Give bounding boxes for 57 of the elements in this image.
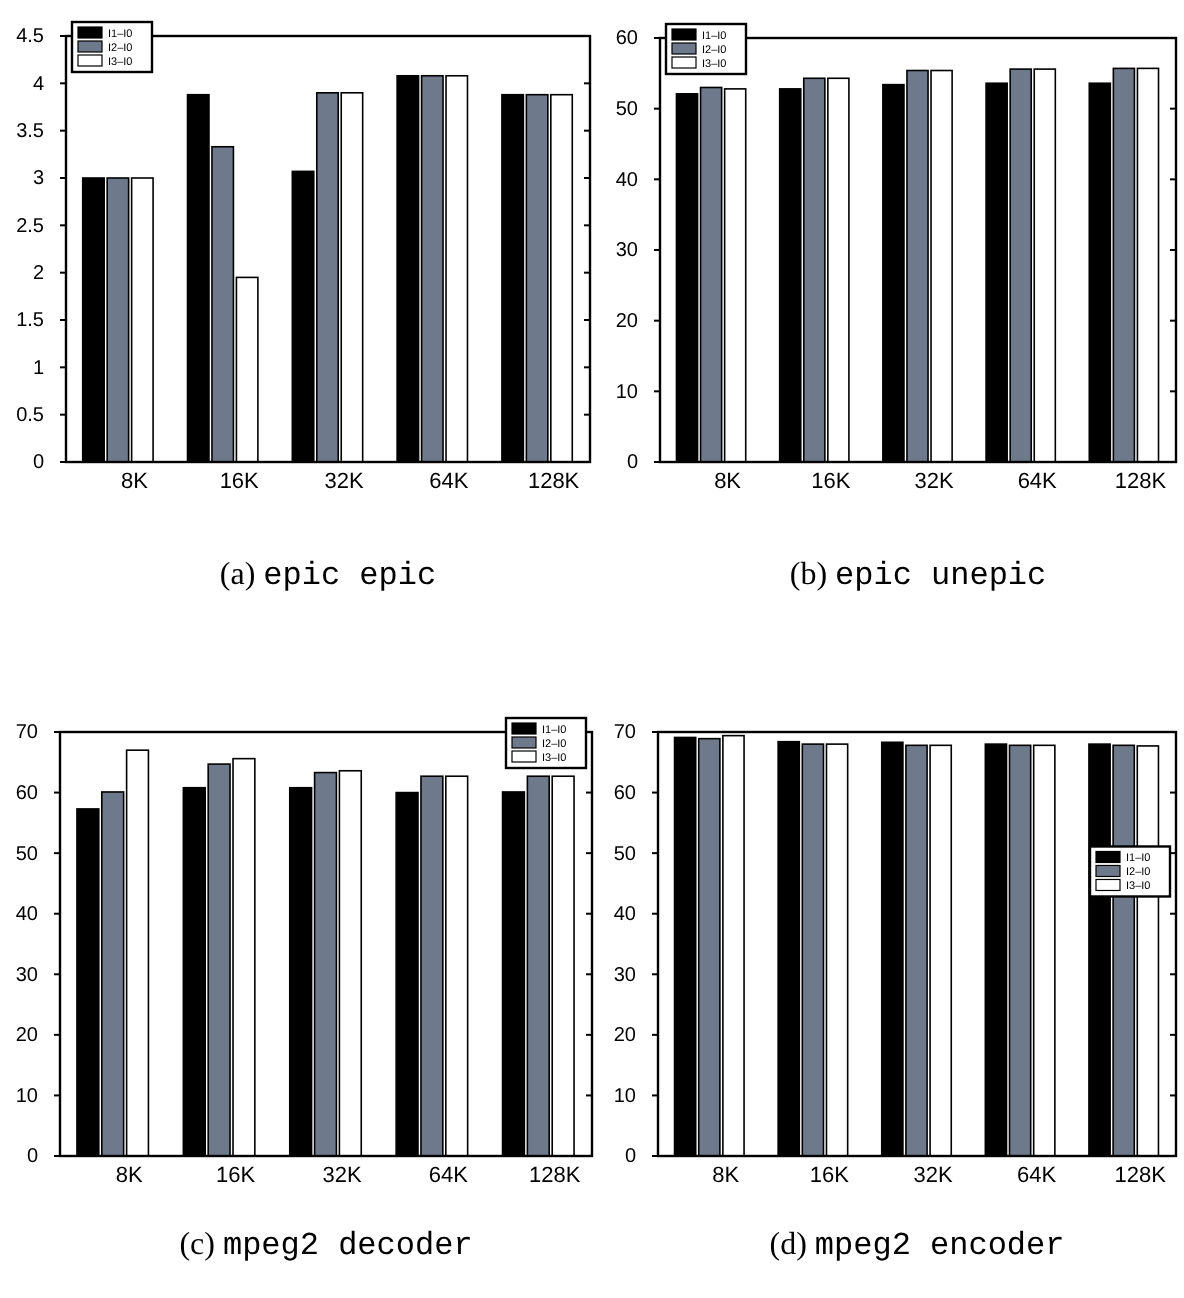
y-tick-label: 40: [615, 169, 639, 192]
y-tick-label: 40: [613, 904, 637, 927]
y-tick-label: 10: [613, 1085, 637, 1108]
x-tick-label: 64K: [1017, 1163, 1058, 1188]
x-tick-label: 128K: [529, 1163, 582, 1188]
y-tick-label: 50: [613, 843, 637, 866]
y-tick-label: 2: [32, 263, 45, 286]
y-tick-label: 40: [15, 904, 39, 927]
x-tick-label: 8K: [120, 469, 150, 494]
y-tick-label: 0: [624, 1146, 637, 1169]
y-tick-label: 10: [15, 1085, 39, 1108]
y-tick-label: 4.5: [16, 26, 45, 49]
y-tick-label: 20: [15, 1025, 39, 1048]
y-tick-label: 0: [626, 452, 639, 475]
x-tick-label: 8K: [115, 1163, 144, 1188]
x-tick-label: 8K: [712, 1163, 741, 1188]
x-tick-label: 16K: [809, 1163, 851, 1188]
y-tick-label: 3.5: [16, 121, 45, 144]
y-tick-label: 20: [613, 1025, 637, 1048]
y-tick-label: 1.5: [16, 310, 45, 333]
text: (b) epic unepic: [789, 558, 1047, 594]
x-tick-label: 8K: [714, 469, 743, 494]
x-tick-label: 128K: [1114, 469, 1168, 494]
y-tick-label: 30: [15, 964, 39, 987]
y-tick-label: 1: [32, 357, 45, 380]
text: (d) mpeg2 encoder: [769, 1228, 1065, 1264]
x-tick-label: 16K: [219, 469, 261, 494]
y-tick-label: 70: [15, 722, 39, 745]
y-tick-label: 70: [613, 722, 637, 745]
y-tick-label: 60: [15, 782, 39, 805]
x-tick-label: 16K: [216, 1163, 257, 1188]
x-tick-label: 16K: [811, 469, 852, 494]
y-tick-label: 0: [32, 452, 45, 475]
y-tick-label: 3: [32, 168, 45, 191]
y-tick-label: 30: [613, 964, 637, 987]
x-tick-label: 64K: [428, 1163, 470, 1188]
x-tick-label: 128K: [527, 469, 581, 494]
x-tick-label: 128K: [1114, 1163, 1168, 1188]
y-tick-label: 0.5: [16, 405, 45, 428]
y-tick-label: 2.5: [16, 215, 45, 238]
y-tick-label: 60: [613, 782, 637, 805]
y-tick-label: 50: [15, 843, 39, 866]
text: (a) epic epic: [219, 558, 437, 594]
x-tick-label: 32K: [914, 469, 955, 494]
y-tick-label: 0: [26, 1146, 39, 1169]
text: (c) mpeg2 decoder: [179, 1228, 473, 1264]
x-tick-label: 64K: [1017, 469, 1059, 494]
x-tick-label: 32K: [913, 1163, 954, 1188]
y-tick-label: 4: [32, 73, 45, 96]
x-tick-label: 32K: [324, 469, 365, 494]
y-tick-label: 20: [615, 311, 639, 334]
x-tick-label: 64K: [429, 469, 470, 494]
x-tick-label: 32K: [322, 1163, 363, 1188]
y-tick-label: 60: [615, 28, 639, 51]
y-tick-label: 50: [615, 99, 639, 122]
y-tick-label: 30: [615, 240, 639, 263]
y-tick-label: 10: [615, 381, 639, 404]
